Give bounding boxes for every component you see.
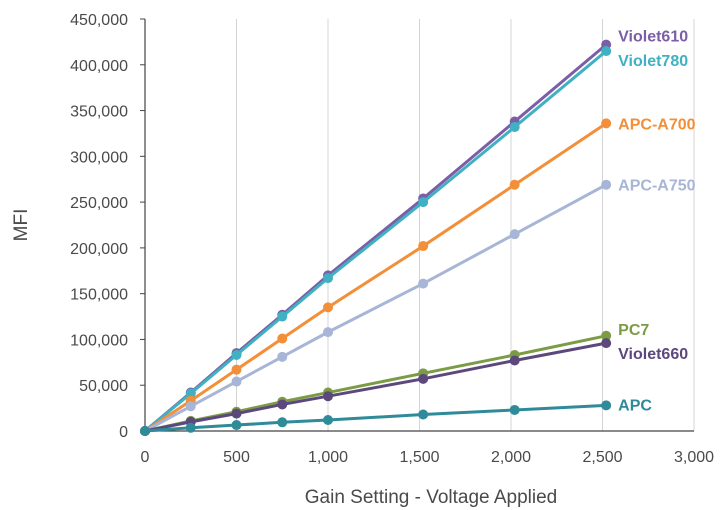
- series-label: Violet610: [618, 29, 688, 46]
- data-point: [323, 415, 333, 426]
- data-point: [601, 179, 612, 190]
- axes: [144, 19, 694, 432]
- data-point: [323, 273, 333, 284]
- y-tick-label: 150,000: [70, 287, 128, 304]
- x-tick-labels: 0 500 1,000 1,500 2,000 2,500 3,000: [141, 449, 715, 466]
- data-point: [140, 426, 150, 436]
- y-tick-label: 400,000: [70, 58, 128, 75]
- series-label: APC-A750: [618, 178, 695, 195]
- y-tick-label: 250,000: [70, 195, 128, 212]
- x-axis-title: Gain Setting - Voltage Applied: [305, 487, 557, 508]
- data-point: [323, 302, 333, 313]
- data-point: [277, 333, 288, 344]
- y-tick-label: 200,000: [70, 241, 128, 258]
- series-label: Violet660: [618, 346, 688, 363]
- x-tick-label: 3,000: [674, 449, 714, 466]
- series-line-violet780: [143, 49, 608, 433]
- y-tick-label: 350,000: [70, 104, 128, 121]
- data-point: [418, 197, 429, 208]
- series-violet780: [140, 46, 612, 436]
- data-point: [231, 408, 242, 419]
- data-point: [601, 46, 612, 57]
- data-point: [231, 420, 242, 431]
- data-point: [509, 229, 520, 240]
- series-label: APC: [618, 397, 652, 414]
- data-point: [509, 122, 520, 133]
- y-tick-labels: 0 50,000 100,000 150,000 200,000 250,000 300,0…: [70, 12, 145, 441]
- series-line-apc: [143, 403, 608, 433]
- x-tick-label: 2,500: [582, 449, 622, 466]
- series-pc7: [140, 330, 612, 436]
- gridlines: [236, 19, 695, 431]
- series-line-apc-a700: [143, 121, 608, 433]
- x-tick-label: 2,000: [491, 449, 531, 466]
- series-apc: [140, 400, 612, 436]
- data-point: [277, 351, 288, 362]
- data-point: [601, 338, 612, 349]
- data-point: [185, 401, 196, 412]
- data-point: [418, 278, 429, 289]
- series-apc-a750: [140, 179, 612, 436]
- data-point: [418, 373, 429, 384]
- data-point: [509, 179, 520, 190]
- data-point: [509, 355, 520, 366]
- data-point: [418, 409, 429, 420]
- data-point: [323, 327, 333, 338]
- y-tick-label: 0: [119, 424, 128, 441]
- series-lines: [140, 39, 612, 436]
- data-point: [231, 350, 242, 361]
- x-tick-label: 1,500: [399, 449, 439, 466]
- data-point: [601, 400, 612, 411]
- data-point: [418, 241, 429, 252]
- y-tick-label: 100,000: [70, 332, 128, 349]
- series-label: APC-A700: [618, 116, 695, 133]
- data-point: [231, 364, 242, 375]
- series-line-apc-a750: [143, 183, 608, 433]
- x-tick-label: 500: [223, 449, 250, 466]
- data-point: [277, 399, 288, 410]
- data-point: [185, 422, 196, 433]
- y-tick-label: 300,000: [70, 149, 128, 166]
- data-point: [185, 388, 196, 399]
- series-label: PC7: [618, 322, 649, 339]
- data-point: [277, 417, 288, 428]
- data-point: [601, 118, 612, 129]
- series-line-violet660: [143, 341, 608, 433]
- series-labels: Violet610 Violet780 APC-A700 APC-A750 PC7 Vio…: [618, 29, 695, 415]
- x-tick-label: 1,000: [308, 449, 348, 466]
- data-point: [509, 404, 520, 415]
- data-point: [277, 311, 288, 322]
- series-label: Violet780: [618, 53, 688, 70]
- x-tick-label: 0: [141, 449, 150, 466]
- y-tick-label: 450,000: [70, 12, 128, 29]
- y-axis-title: MFI: [11, 209, 32, 242]
- data-point: [601, 330, 612, 341]
- data-point: [231, 376, 242, 387]
- data-point: [323, 391, 333, 402]
- y-tick-label: 50,000: [79, 378, 128, 395]
